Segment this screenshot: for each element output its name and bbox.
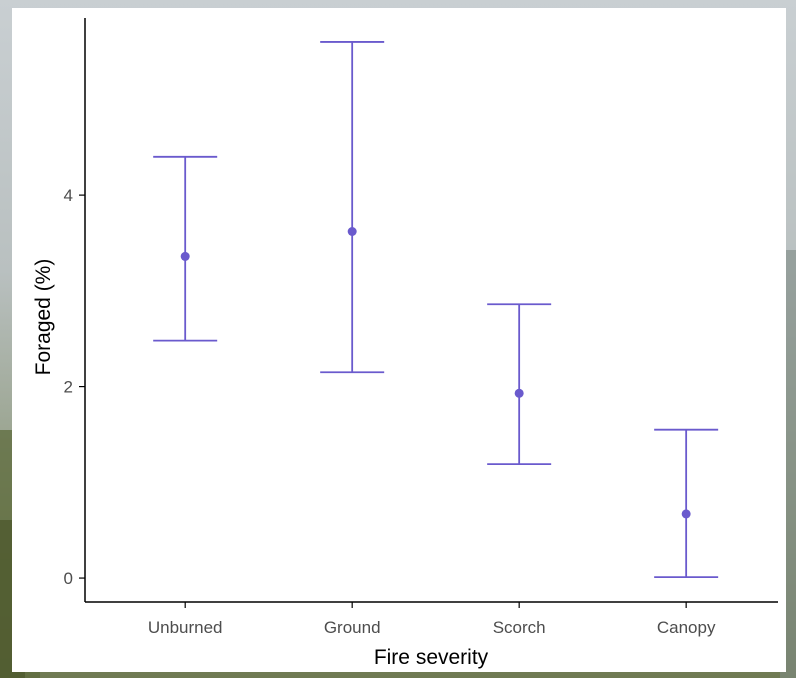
mean-points — [180, 226, 691, 519]
x-tick-label: Canopy — [657, 618, 716, 637]
chart-panel: 0 2 4 Unburned Ground Scorch Canopy Fire seve… — [12, 8, 786, 672]
mean-point-ground — [347, 226, 357, 236]
mean-point-canopy — [681, 509, 691, 519]
x-axis-title: Fire severity — [374, 646, 489, 669]
chart-axes — [84, 18, 778, 603]
x-tick-label: Scorch — [493, 618, 546, 637]
y-axis-title: Foraged (%) — [32, 259, 55, 376]
mean-point-scorch — [514, 388, 524, 398]
x-axis-ticks: Unburned Ground Scorch Canopy — [148, 602, 716, 637]
y-axis-ticks: 0 2 4 — [64, 186, 85, 588]
error-bar-chart: 0 2 4 Unburned Ground Scorch Canopy Fire seve… — [32, 18, 778, 669]
y-tick-label: 4 — [64, 186, 73, 205]
y-tick-label: 2 — [64, 378, 73, 397]
mean-point-unburned — [180, 251, 190, 261]
error-bars — [153, 41, 719, 579]
x-tick-label: Ground — [324, 618, 381, 637]
y-tick-label: 0 — [64, 569, 73, 588]
x-tick-label: Unburned — [148, 618, 223, 637]
